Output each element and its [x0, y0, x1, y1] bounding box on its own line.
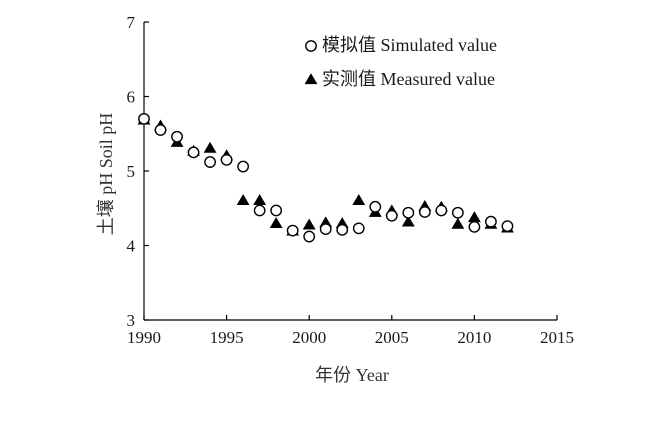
simulated-point	[270, 204, 283, 217]
simulated-point	[402, 206, 415, 219]
x-tick-label: 2015	[540, 328, 574, 347]
x-axis-title: 年份 Year	[315, 365, 389, 385]
measured-point	[451, 217, 465, 229]
legend-simulated-label: 模拟值 Simulated value	[322, 35, 497, 55]
y-tick-label: 6	[127, 88, 136, 107]
simulated-point	[385, 209, 398, 222]
measured-point	[401, 215, 415, 227]
axes	[143, 22, 557, 321]
simulated-point	[352, 222, 365, 235]
data-marks	[137, 112, 514, 243]
y-tick-label: 3	[127, 311, 136, 330]
measured-point	[236, 194, 250, 205]
legend-measured-label: 实测值 Measured value	[322, 69, 495, 89]
simulated-point	[418, 206, 431, 218]
simulated-point	[253, 204, 266, 217]
measured-point	[269, 217, 283, 229]
simulated-point	[204, 156, 216, 168]
y-tick-label: 4	[127, 237, 136, 256]
measured-point	[352, 194, 366, 205]
y-tick-label: 7	[127, 13, 136, 32]
simulated-point	[286, 224, 299, 237]
simulated-point	[319, 223, 332, 236]
measured-point	[467, 211, 481, 223]
measured-point	[302, 218, 316, 230]
simulated-point	[485, 215, 497, 228]
simulated-point	[220, 153, 233, 166]
simulated-point	[369, 200, 382, 213]
simulated-point	[468, 220, 481, 233]
axis-ticks: 1990 1995 2000 2005 2010 2015 3 4 5 6 7	[127, 13, 575, 347]
legend-simulated-marker	[305, 40, 317, 52]
simulated-point	[435, 204, 448, 217]
simulated-point	[237, 160, 250, 173]
simulated-point	[501, 220, 514, 233]
y-axis-title: 土壤 pH Soil pH	[96, 113, 116, 236]
legend: 模拟值 Simulated value 实测值 Measured value	[304, 35, 497, 89]
x-tick-label: 2010	[457, 328, 491, 347]
y-tick-label: 5	[127, 162, 136, 181]
measured-point	[203, 141, 217, 153]
simulated-point	[336, 223, 349, 236]
legend-measured-marker	[304, 73, 318, 85]
simulated-point	[187, 146, 200, 159]
simulated-point	[451, 206, 464, 219]
simulated-point	[154, 124, 167, 136]
measured-point	[253, 194, 267, 205]
simulated-point	[138, 112, 150, 125]
x-tick-label: 1990	[127, 328, 161, 347]
simulated-point	[303, 230, 316, 243]
x-tick-label: 2000	[292, 328, 326, 347]
x-tick-label: 2005	[375, 328, 409, 347]
simulated-point	[171, 130, 183, 143]
x-tick-label: 1995	[210, 328, 244, 347]
